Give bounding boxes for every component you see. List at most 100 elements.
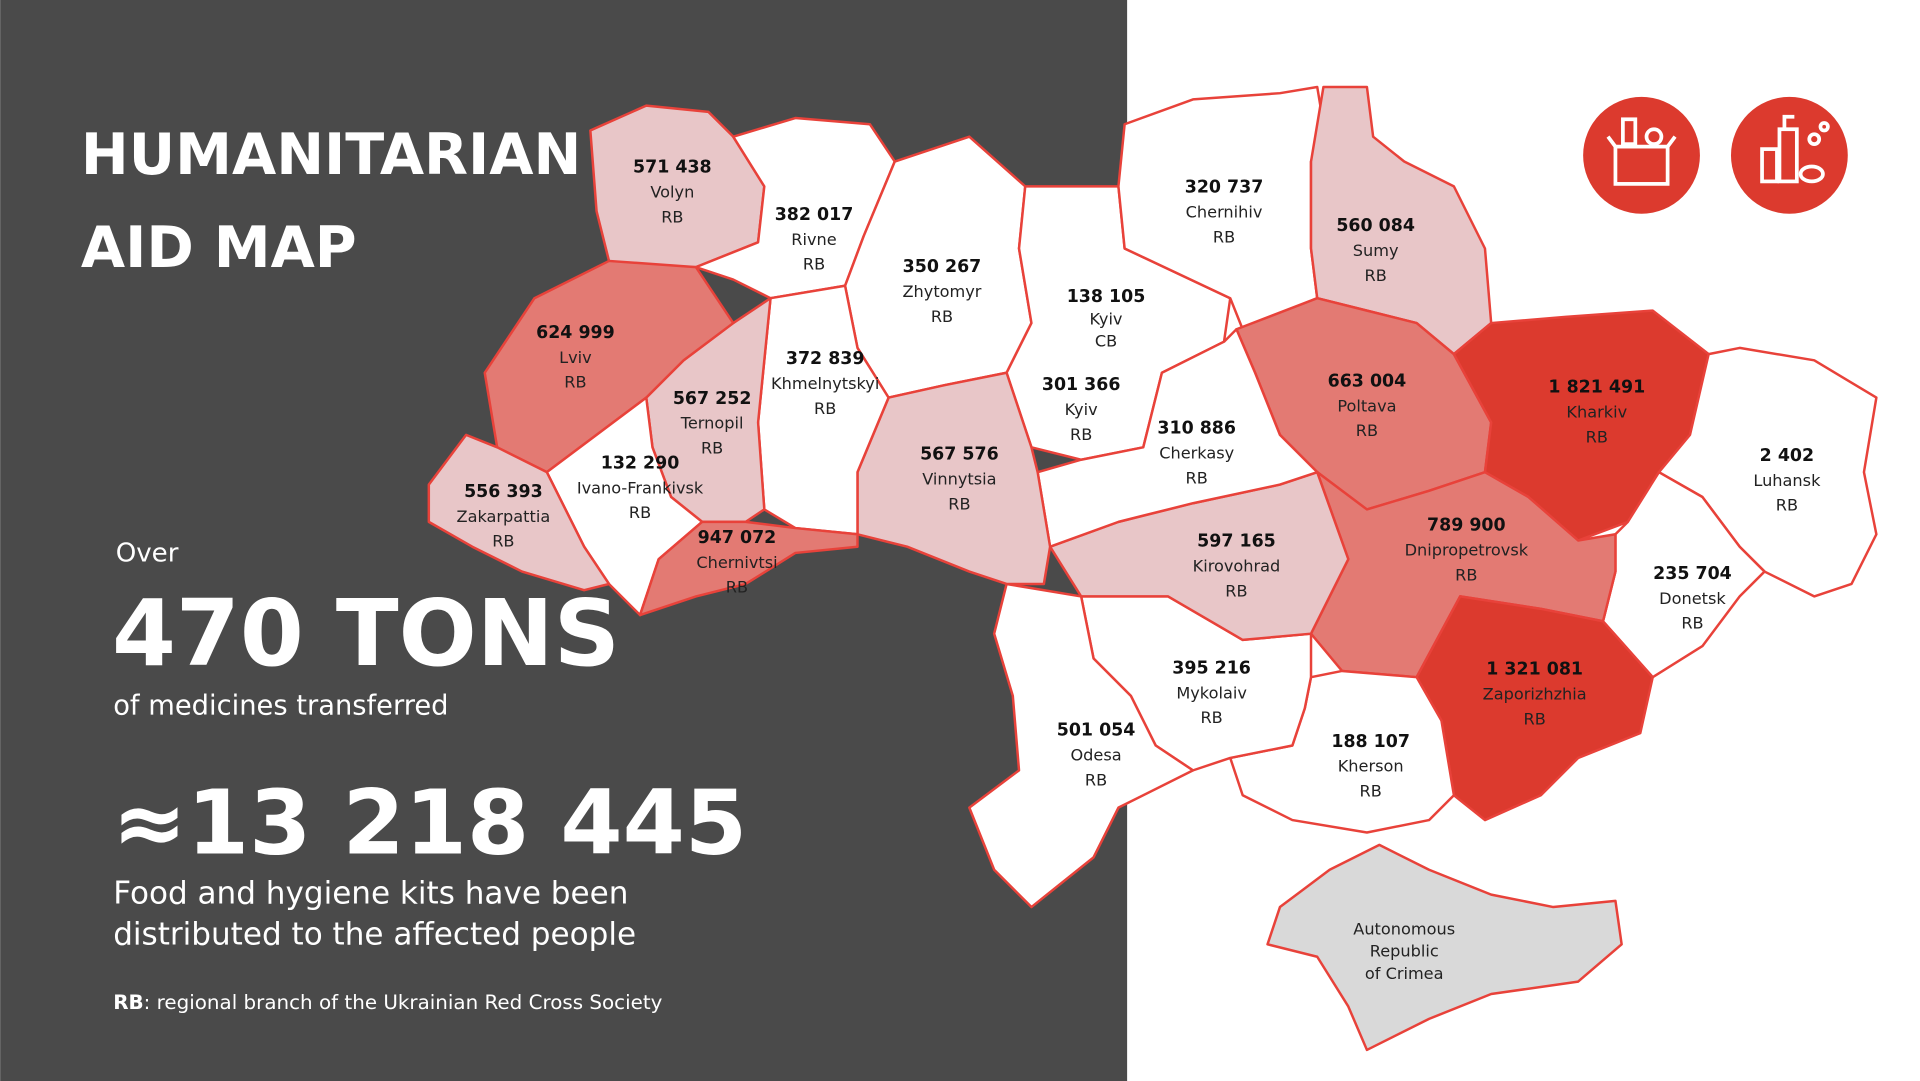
region-value: 235 704 (1653, 564, 1732, 584)
region-branch: RB (1070, 425, 1092, 444)
footnote-abbr: RB (113, 991, 143, 1014)
region-branch: RB (1360, 781, 1382, 800)
region-branch: RB (701, 439, 723, 458)
region-name: Ternopil (680, 414, 744, 433)
region-name: Luhansk (1753, 471, 1821, 490)
region-value: 310 886 (1157, 419, 1236, 439)
region-value: 2 402 (1760, 446, 1814, 466)
region-value: 350 267 (903, 257, 982, 277)
region-name: Khmelnytskyi (771, 374, 879, 393)
food-icon-glyph (1606, 117, 1677, 186)
region-name: Sumy (1353, 241, 1399, 260)
region-name: Odesa (1070, 745, 1121, 764)
region (1309, 470, 1617, 679)
region-name: Mykolaiv (1176, 683, 1247, 702)
region-value: 789 900 (1427, 516, 1506, 536)
region-name: Zakarpattia (457, 507, 551, 526)
region-value: 320 737 (1185, 178, 1264, 198)
food-icon (1583, 96, 1700, 214)
region-name: Chernivtsi (696, 553, 777, 572)
region-name: of Crimea (1365, 964, 1444, 983)
region-value: 560 084 (1336, 216, 1415, 236)
region-name: Kirovohrad (1193, 557, 1281, 576)
left-text: HUMANITARIAN AID MAP Over 470 TONS of me… (81, 122, 747, 1014)
region-branch: RB (1085, 770, 1107, 789)
region-value: 571 438 (633, 158, 712, 178)
map: Autonomous Republic of Crimea 571 438 Volyn R… (427, 85, 1878, 1052)
region-branch: RB (1213, 227, 1235, 246)
region-name: Vinnytsia (922, 470, 996, 489)
region-branch: RB (803, 255, 825, 274)
region-name: Kyiv (1089, 309, 1122, 328)
region (638, 520, 859, 617)
region-branch: RB (1681, 614, 1703, 633)
region-branch: RB (948, 494, 970, 513)
region-value: 597 165 (1197, 532, 1276, 552)
region-value: 947 072 (698, 528, 777, 548)
region-value: 138 105 (1067, 287, 1146, 307)
region-name: Republic (1370, 942, 1439, 961)
region-name: Kharkiv (1566, 402, 1627, 421)
stat-amount: 470 TONS (112, 580, 620, 687)
region-branch: RB (1586, 427, 1608, 446)
region-value: 663 004 (1328, 371, 1407, 391)
region-name: Volyn (650, 183, 694, 202)
footnote-text: : regional branch of the Ukrainian Red C… (144, 991, 663, 1014)
region-value: 132 290 (601, 453, 680, 473)
region-name: Cherkasy (1159, 443, 1234, 462)
stat-caption: distributed to the affected people (113, 916, 636, 952)
region-name: Poltava (1337, 396, 1396, 415)
region-branch: RB (629, 503, 651, 522)
footnote: RB: regional branch of the Ukrainian Red… (113, 991, 662, 1014)
region-branch: RB (1524, 709, 1546, 728)
region-value: 395 216 (1172, 658, 1251, 678)
region-branch: CB (1095, 332, 1117, 351)
stat-prefix: Over (116, 539, 179, 569)
region-branch: RB (814, 399, 836, 418)
region-name: Ivano-Frankivsk (577, 478, 704, 497)
region-value: 188 107 (1331, 732, 1410, 752)
region-branch: RB (1776, 496, 1798, 515)
region-name: Zaporizhzhia (1483, 685, 1587, 704)
region-name: Rivne (791, 230, 836, 249)
region-value: 624 999 (536, 323, 615, 343)
region-branch: RB (1200, 708, 1222, 727)
region-branch: RB (1364, 266, 1386, 285)
region-value: 556 393 (464, 482, 543, 502)
hygiene-icon-glyph (1760, 114, 1830, 184)
title-line: AID MAP (81, 215, 357, 281)
hygiene-icon (1730, 96, 1848, 214)
stat-amount: ≈13 218 445 (112, 772, 747, 876)
region-value: 301 366 (1042, 375, 1121, 395)
region (968, 582, 1195, 909)
region-name: Kyiv (1065, 400, 1098, 419)
region-branch: RB (1225, 581, 1247, 600)
region-name: Donetsk (1659, 589, 1726, 608)
region-name: Lviv (559, 348, 592, 367)
region-branch: RB (726, 578, 748, 597)
region-value: 382 017 (775, 205, 854, 225)
region-value: 567 252 (673, 389, 752, 409)
region-name: Kherson (1338, 757, 1404, 776)
region-branch: RB (492, 532, 514, 551)
region-value: 1 321 081 (1486, 660, 1583, 680)
region-branch: RB (661, 207, 683, 226)
region-branch: RB (564, 373, 586, 392)
region-name: Zhytomyr (902, 282, 981, 301)
region-value: 501 054 (1057, 721, 1136, 741)
region-branch: RB (1455, 565, 1477, 584)
region-name: Autonomous (1353, 919, 1455, 938)
icons (1583, 96, 1848, 214)
stat-caption: of medicines transferred (113, 690, 448, 721)
stat-caption: Food and hygiene kits have been (113, 875, 628, 911)
region-crimea (1266, 843, 1623, 1052)
region-branch: RB (931, 307, 953, 326)
region-name: Chernihiv (1186, 202, 1263, 221)
region-value: 1 821 491 (1548, 378, 1645, 398)
title-line: HUMANITARIAN (81, 122, 581, 188)
region (427, 433, 611, 592)
region-name: Dnipropetrovsk (1405, 540, 1529, 559)
region-branch: RB (1356, 421, 1378, 440)
